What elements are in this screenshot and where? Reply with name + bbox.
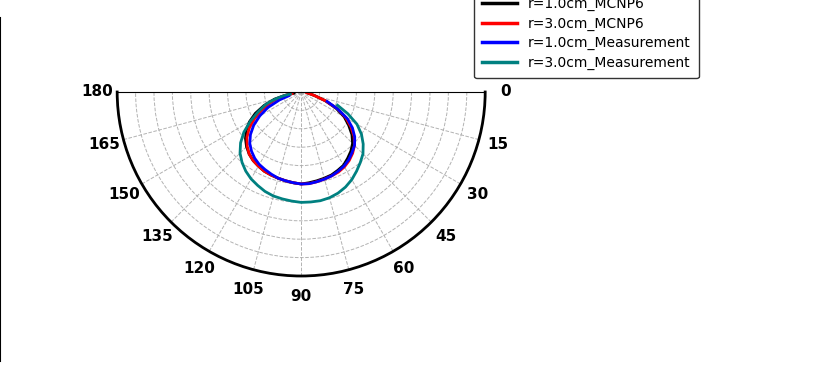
Legend: r=1.0cm_MCNP6, r=3.0cm_MCNP6, r=1.0cm_Measurement, r=3.0cm_Measurement: r=1.0cm_MCNP6, r=3.0cm_MCNP6, r=1.0cm_Me… xyxy=(474,0,699,78)
